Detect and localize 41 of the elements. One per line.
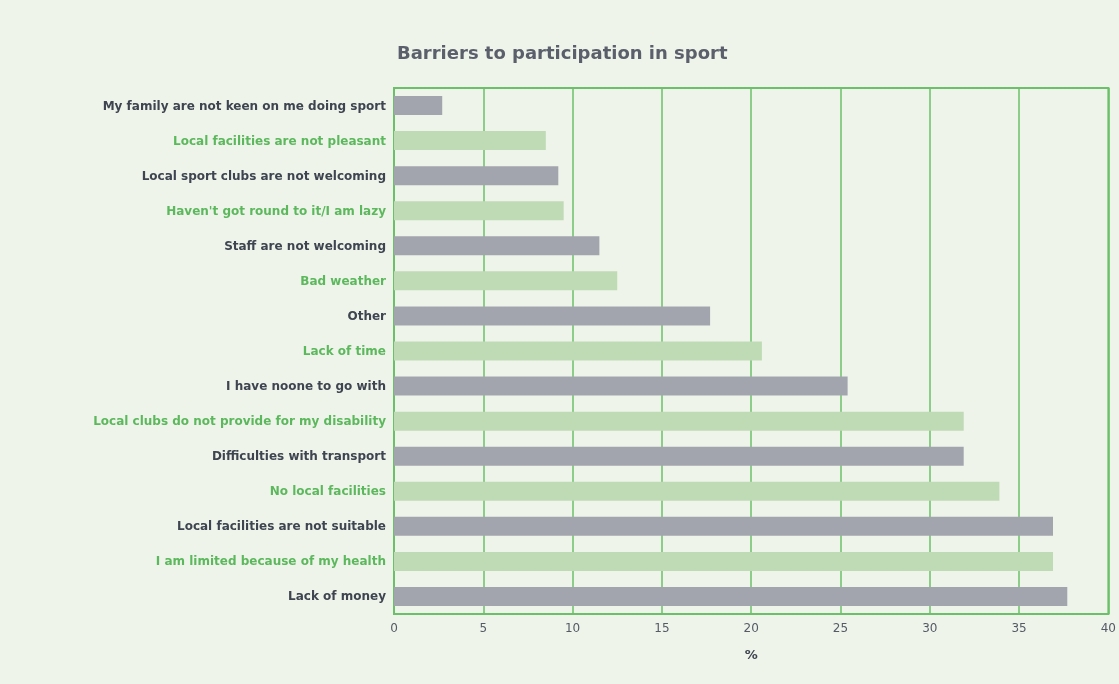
x-tick-label: 10: [564, 621, 581, 635]
bar: [394, 586, 1068, 606]
y-tick-label: I have noone to go with: [226, 379, 386, 394]
y-tick-label: No local facilities: [269, 484, 386, 499]
bar: [394, 166, 559, 186]
bar: [394, 411, 964, 431]
y-tick-label: Lack of money: [288, 589, 387, 604]
y-tick-label: Bad weather: [300, 273, 387, 288]
y-tick-label: Local facilities are not suitable: [177, 519, 386, 534]
bar: [394, 271, 618, 291]
chart-title: Barriers to participation in sport: [397, 41, 728, 63]
bar: [394, 306, 711, 326]
bar: [394, 551, 1053, 571]
y-tick-label: Lack of time: [302, 344, 386, 358]
x-tick-label: 25: [832, 621, 849, 635]
bar: [394, 96, 443, 116]
bar: [394, 481, 1000, 501]
x-tick-label: 30: [922, 621, 938, 635]
y-tick-label: My family are not keen on me doing sport: [102, 98, 387, 113]
bar: [394, 516, 1053, 536]
y-tick-label: Difficulties with transport: [211, 449, 387, 464]
x-tick-label: 5: [479, 621, 488, 635]
x-tick-label: 0: [390, 621, 398, 635]
y-tick-label: Local sport clubs are not welcoming: [141, 168, 386, 183]
x-tick-label: 20: [743, 621, 759, 635]
bar: [394, 376, 848, 396]
y-tick-label: Local facilities are not pleasant: [173, 133, 387, 148]
x-tick-label: 40: [1100, 621, 1117, 635]
bar: [394, 446, 964, 466]
y-tick-label: Other: [347, 308, 387, 323]
y-tick-label: Local clubs do not provide for my disability: [93, 414, 387, 429]
y-tick-label: Staff are not welcoming: [224, 238, 386, 253]
bar: [394, 341, 762, 361]
bar: [394, 201, 564, 221]
x-tick-label: 15: [654, 621, 670, 635]
y-tick-label: I am limited because of my health: [155, 554, 386, 569]
x-tick-label: 35: [1011, 621, 1027, 635]
bar: [394, 131, 546, 151]
x-axis-title: %: [744, 647, 758, 662]
y-tick-label: Haven't got round to it/I am lazy: [166, 203, 387, 218]
bar: [394, 236, 600, 256]
